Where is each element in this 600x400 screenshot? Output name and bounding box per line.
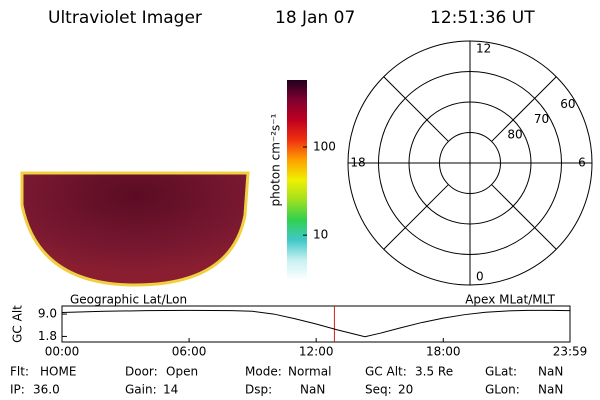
polar-spoke <box>491 76 557 142</box>
lat-label: 60 <box>560 97 575 111</box>
altitude-label: GC Alt <box>11 305 25 343</box>
status-value: NaN <box>538 365 563 379</box>
status-value: 20 <box>398 383 413 397</box>
left-title: Geographic Lat/Lon <box>70 293 187 307</box>
status-label: Dsp: <box>245 383 272 397</box>
status-label: Seq: <box>365 383 392 397</box>
status-label: GLon: <box>485 383 520 397</box>
mlt-label: 0 <box>476 270 484 284</box>
status-value: NaN <box>300 383 325 397</box>
x-tick-label: 00:00 <box>45 345 80 359</box>
polar-spoke <box>383 76 449 142</box>
status-label: GLat: <box>485 365 517 379</box>
time: 12:51:36 UT <box>430 8 535 28</box>
altitude-line <box>61 309 571 338</box>
lat-label: 80 <box>507 127 522 141</box>
x-tick-label: 18:00 <box>426 345 461 359</box>
x-tick-label: 23:59 <box>553 345 588 359</box>
status-value: HOME <box>40 365 76 379</box>
status-value: Normal <box>288 365 331 379</box>
date: 18 Jan 07 <box>275 8 355 28</box>
status-label: IP: <box>10 383 25 397</box>
mlt-label: 18 <box>350 156 365 170</box>
status-label: Mode: <box>245 365 282 379</box>
title: Ultraviolet Imager <box>48 8 202 28</box>
y-tick-label: 9.0 <box>38 307 57 321</box>
uv-image <box>20 171 250 287</box>
colorbar <box>287 80 307 280</box>
y-tick-label: 1.8 <box>38 329 57 343</box>
mlt-label: 6 <box>578 156 586 170</box>
x-tick-label: 06:00 <box>172 345 207 359</box>
mlt-label: 12 <box>476 42 491 56</box>
status-value: NaN <box>538 383 563 397</box>
status-label: Gain: <box>125 383 157 397</box>
x-tick-label: 12:00 <box>299 345 334 359</box>
status-value: 3.5 Re <box>415 365 453 379</box>
status-label: Door: <box>125 365 158 379</box>
colorbar-tick-label: 10 <box>313 228 328 242</box>
status-value: 36.0 <box>33 383 60 397</box>
status-label: Flt: <box>10 365 29 379</box>
status-value: 14 <box>163 383 178 397</box>
lat-label: 70 <box>534 112 549 126</box>
polar-spoke <box>491 184 557 250</box>
right-title: Apex MLat/MLT <box>465 293 555 307</box>
status-value: Open <box>166 365 198 379</box>
colorbar-label: photon cm⁻²s⁻¹ <box>269 113 283 206</box>
status-label: GC Alt: <box>365 365 407 379</box>
colorbar-tick-label: 100 <box>313 139 336 153</box>
polar-spoke <box>383 184 449 250</box>
